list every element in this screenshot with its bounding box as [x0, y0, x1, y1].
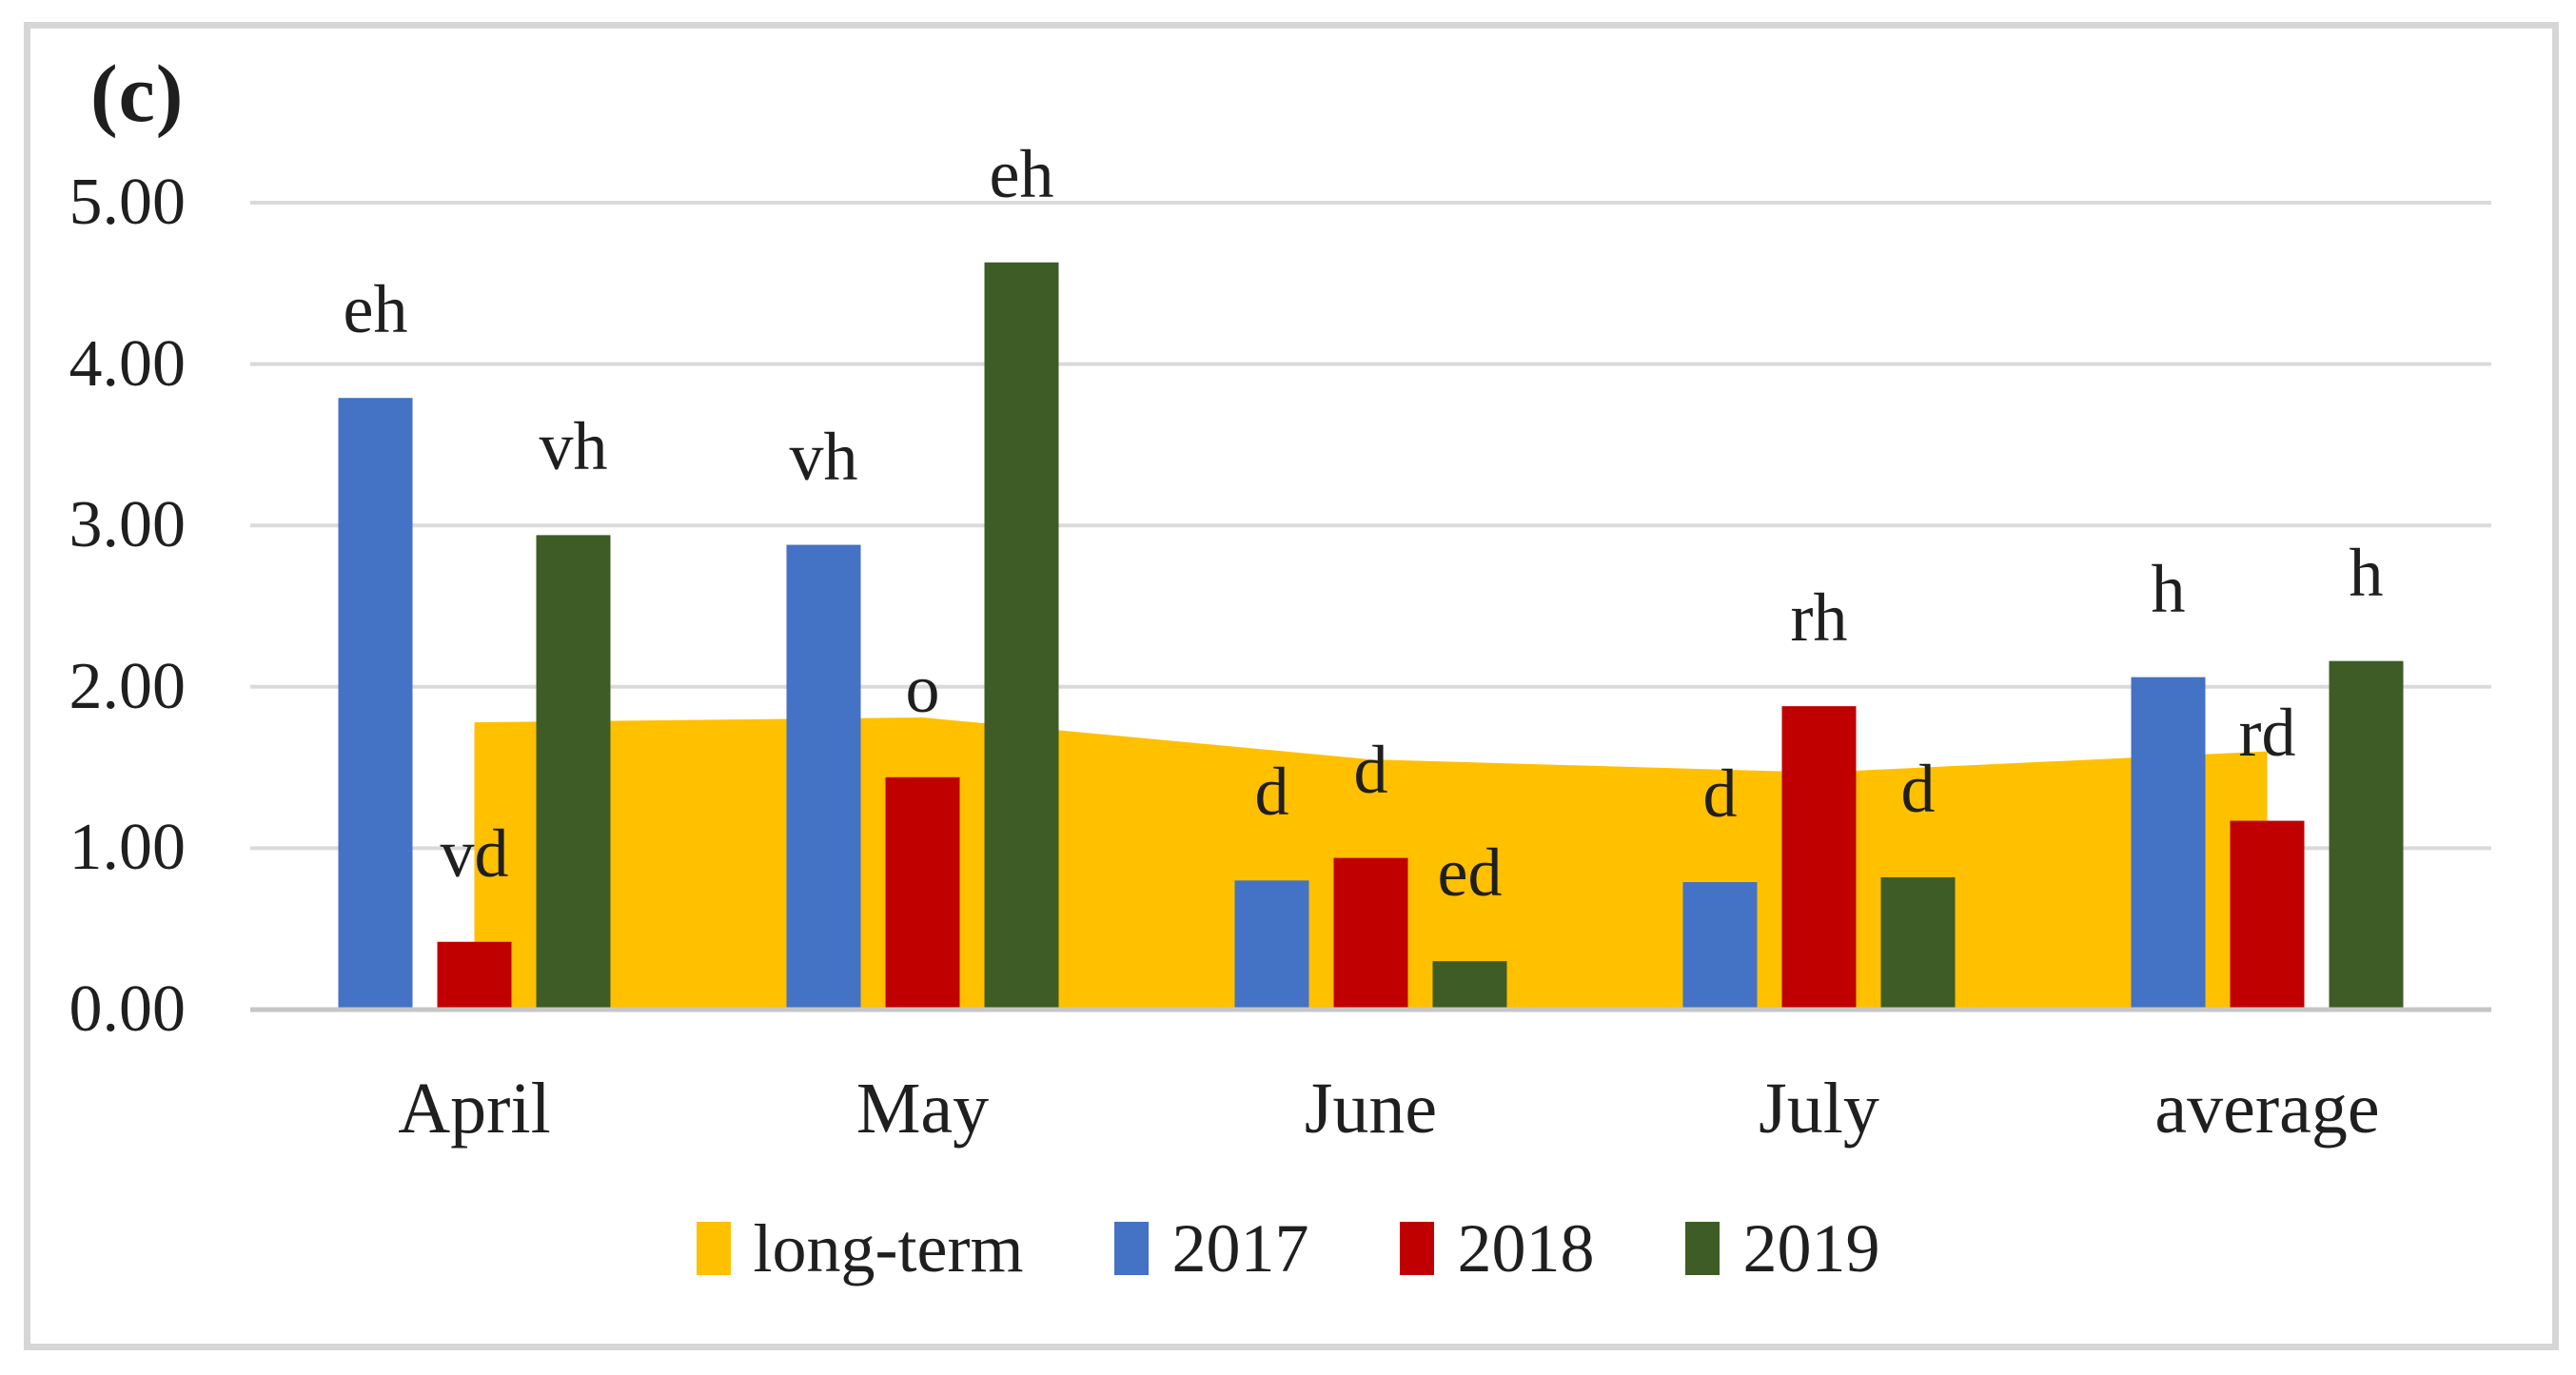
- category-label-April: April: [398, 1069, 551, 1149]
- y-tick-label-2.00: 2.00: [69, 649, 187, 723]
- y-tick-label-3.00: 3.00: [69, 488, 187, 562]
- legend-label-2017: 2017: [1171, 1210, 1309, 1287]
- bar-2018-May: [885, 776, 960, 1010]
- bar-2017-June: [1234, 880, 1309, 1010]
- annotation-2017-April: eh: [343, 271, 408, 348]
- legend-item-2019: 2019: [1685, 1210, 1879, 1287]
- annotation-2018-average: rd: [2238, 694, 2296, 771]
- y-tick-label-5.00: 5.00: [69, 166, 187, 239]
- bar-2019-April: [536, 535, 611, 1010]
- legend-swatch-2018: [1400, 1222, 1435, 1275]
- y-tick-label-0.00: 0.00: [69, 972, 187, 1046]
- y-tick-label-4.00: 4.00: [69, 326, 187, 401]
- legend-label-long-term: long-term: [753, 1210, 1024, 1287]
- category-label-average: average: [2154, 1069, 2380, 1149]
- bar-2017-July: [1682, 882, 1758, 1010]
- legend-item-2017: 2017: [1114, 1210, 1308, 1287]
- annotation-2019-July: d: [1900, 750, 1936, 827]
- annotation-2018-April: vd: [440, 815, 509, 892]
- annotation-2017-May: vh: [789, 418, 858, 495]
- legend-swatch-2019: [1685, 1222, 1721, 1275]
- annotation-2017-July: d: [1702, 756, 1738, 833]
- bar-2017-April: [338, 398, 413, 1010]
- figure-border: [24, 22, 2559, 1350]
- bar-2018-June: [1333, 857, 1408, 1010]
- bar-2019-June: [1432, 961, 1507, 1010]
- legend-label-2018: 2018: [1457, 1210, 1595, 1287]
- bar-2017-average: [2131, 677, 2206, 1010]
- annotation-2019-average: h: [2349, 534, 2384, 611]
- legend-item-2018: 2018: [1400, 1210, 1594, 1287]
- annotation-2018-June: d: [1353, 731, 1388, 808]
- panel-label: (c): [90, 48, 185, 139]
- legend: long-term 2017 2018 2019: [0, 1210, 2576, 1287]
- legend-swatch-long-term: [696, 1222, 731, 1275]
- annotation-2017-average: h: [2151, 550, 2186, 627]
- annotation-2017-June: d: [1254, 754, 1289, 831]
- bar-2019-May: [984, 262, 1059, 1010]
- category-label-June: June: [1304, 1069, 1438, 1149]
- bar-2017-May: [786, 544, 861, 1010]
- bar-2018-April: [437, 941, 512, 1010]
- category-label-May: May: [855, 1069, 990, 1149]
- category-label-July: July: [1759, 1069, 1879, 1149]
- bar-2019-average: [2329, 660, 2404, 1010]
- y-tick-label-1.00: 1.00: [69, 811, 187, 885]
- legend-item-long-term: long-term: [696, 1210, 1024, 1287]
- annotation-2019-June: ed: [1437, 835, 1503, 912]
- bar-2019-July: [1880, 876, 1956, 1010]
- bar-2018-July: [1781, 706, 1857, 1010]
- bar-2018-average: [2230, 820, 2305, 1010]
- annotation-2018-May: o: [905, 650, 940, 727]
- annotation-2019-April: vh: [539, 408, 608, 485]
- legend-label-2019: 2019: [1742, 1210, 1880, 1287]
- legend-swatch-2017: [1114, 1222, 1150, 1275]
- annotation-2018-July: rh: [1790, 579, 1848, 657]
- annotation-2019-May: eh: [989, 135, 1054, 212]
